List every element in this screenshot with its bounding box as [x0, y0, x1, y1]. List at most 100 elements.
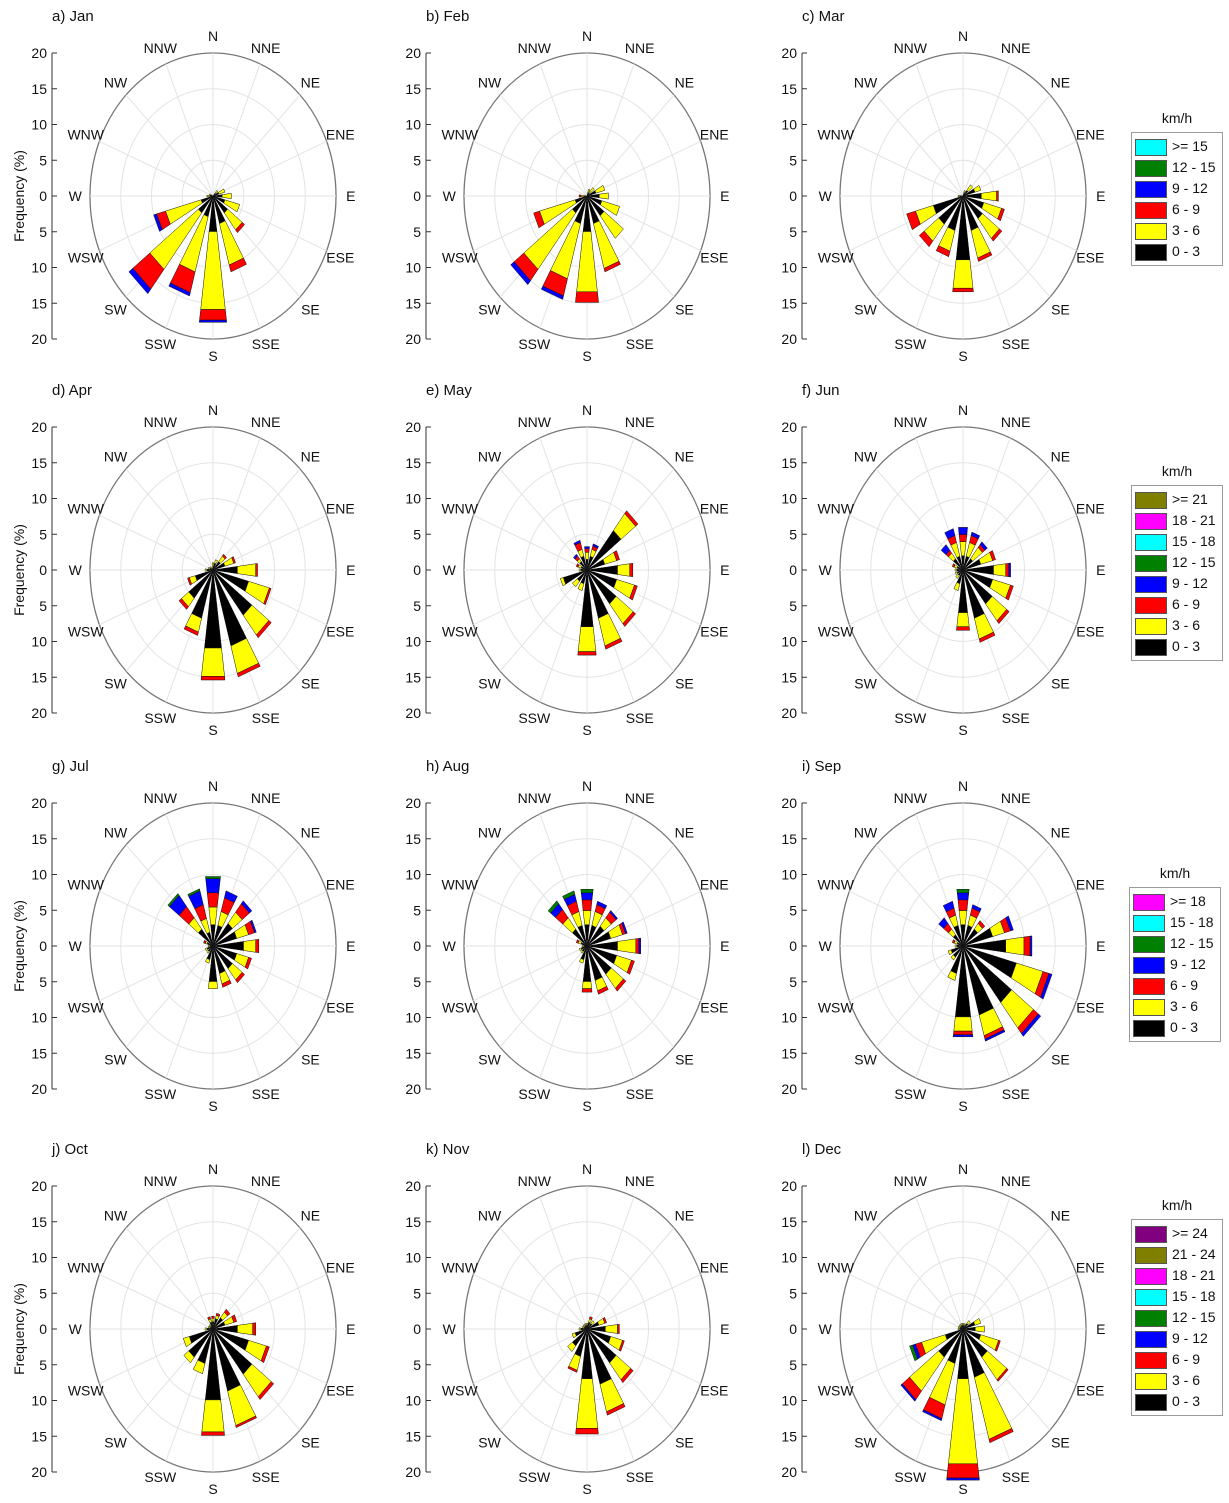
bar-NNW-bin-4: [944, 528, 956, 540]
direction-label-E: E: [346, 188, 355, 204]
bar-W-bin-2: [580, 194, 585, 198]
direction-label-N: N: [208, 778, 218, 794]
bar-NNW-bin-2: [584, 1323, 587, 1327]
frequency-tick-label: 10: [31, 491, 47, 507]
wind-rose-plot: 20 15 10 5 0 5 10 15 20 Frequency (%) N NNE NE ENE E ES…: [11, 1161, 355, 1497]
bar-NNE-bin-2: [587, 188, 591, 194]
direction-label-E: E: [346, 1321, 355, 1337]
wind-rose-panel-7: g) Jul 20 15 10 5 0 5 10 15 20 Frequency (%) N NNE NE…: [0, 750, 370, 1120]
legend-swatch: [1133, 999, 1165, 1016]
wind-rose-panel-8: h) Aug 20 15 10 5 0 5 10 15 20 N NNE NE ENE E ESE SE SSE S…: [374, 750, 744, 1120]
frequency-tick-label: 15: [405, 1214, 421, 1230]
legend-title: km/h: [1161, 1197, 1193, 1213]
legend-swatch: [1135, 1331, 1167, 1348]
bar-SSW-bin-2: [579, 958, 585, 964]
bar-W-bin-2: [957, 1328, 961, 1330]
frequency-tick-label: 0: [413, 1321, 421, 1337]
wind-rose-panel-12: l) Dec 20 15 10 5 0 5 10 15 20 N NNE NE ENE E ESE SE SSE S…: [750, 1133, 1120, 1503]
direction-label-N: N: [582, 778, 592, 794]
legend-label: 12 - 15: [1172, 554, 1216, 570]
bar-E-bin-2: [237, 1322, 253, 1336]
direction-label-WNW: WNW: [67, 877, 104, 893]
direction-label-SSE: SSE: [626, 710, 654, 726]
legend-swatch: [1135, 492, 1167, 509]
legend-box: >= 18 15 - 18 12 - 15 9 - 12 6 - 9 3 - 6 0 - 3: [1129, 887, 1221, 1042]
legend-swatch: [1135, 513, 1167, 530]
direction-label-NW: NW: [854, 1208, 878, 1224]
grid-spoke: [165, 63, 214, 197]
frequency-tick-label: 5: [413, 902, 421, 918]
direction-label-W: W: [443, 188, 457, 204]
direction-label-NNE: NNE: [251, 1173, 281, 1189]
grid-spoke: [875, 945, 964, 1048]
legend-title: km/h: [1161, 463, 1193, 479]
direction-label-NW: NW: [104, 75, 128, 91]
direction-label-SSE: SSE: [1002, 336, 1030, 352]
direction-label-S: S: [582, 1481, 591, 1497]
bar-NNW-bin-3: [207, 1316, 211, 1321]
direction-label-SSW: SSW: [144, 1469, 177, 1485]
bar-SE-bin-3: [990, 228, 1003, 242]
direction-label-S: S: [958, 1481, 967, 1497]
direction-label-SSE: SSE: [252, 710, 280, 726]
direction-label-ESE: ESE: [326, 623, 354, 639]
grid-spoke: [586, 1273, 701, 1330]
bar-W-bin-2: [581, 945, 585, 947]
bar-ENE-bin-4: [250, 919, 257, 934]
bar-NE-bin-4: [240, 900, 253, 914]
bar-NE-bin-2: [966, 1320, 971, 1325]
bar-ESE-bin-3: [629, 584, 638, 601]
legend-label: 21 - 24: [1172, 1246, 1216, 1262]
frequency-tick-label: 15: [405, 831, 421, 847]
panel-title: f) Jun: [802, 382, 840, 399]
bar-WSW-bin-2: [571, 1332, 577, 1339]
direction-label-NE: NE: [675, 75, 694, 91]
bar-SSW-bin-4: [540, 285, 564, 300]
direction-label-N: N: [582, 1161, 592, 1177]
panel-title: e) May: [426, 382, 472, 399]
legend-swatch: [1135, 1373, 1167, 1390]
grid-spoke: [499, 468, 588, 571]
panel-title: i) Sep: [802, 758, 842, 775]
legend-swatch: [1135, 1289, 1167, 1306]
bar-SE-bin-3: [235, 971, 245, 984]
grid-spoke: [962, 1227, 1051, 1330]
direction-label-S: S: [208, 722, 217, 738]
direction-label-NNE: NNE: [1001, 790, 1031, 806]
bar-SSE-bin-3: [221, 979, 232, 988]
bar-N-bin-2: [208, 906, 218, 925]
direction-label-NNW: NNW: [518, 40, 552, 56]
bar-N-bin-3: [957, 899, 969, 911]
direction-label-NE: NE: [301, 449, 320, 465]
direction-label-ENE: ENE: [326, 501, 355, 517]
bar-NNE-bin-3: [589, 1316, 593, 1321]
bar-N-bin-4: [205, 878, 221, 894]
direction-label-WNW: WNW: [817, 501, 854, 517]
frequency-tick-label: 15: [405, 81, 421, 97]
direction-label-SW: SW: [854, 301, 877, 317]
bar-ESE-bin-2: [600, 200, 620, 216]
bar-S-bin-2: [952, 259, 974, 289]
bar-NNW-bin-2: [960, 1323, 963, 1327]
frequency-tick-label: 10: [405, 1010, 421, 1026]
bar-N-bin-3: [206, 892, 220, 908]
bar-NNW-bin-4: [942, 900, 955, 913]
direction-label-NW: NW: [854, 449, 878, 465]
bar-WSW-bin-2: [954, 571, 959, 575]
direction-label-NE: NE: [1051, 75, 1070, 91]
grid-spoke: [849, 140, 964, 197]
legend-label: 9 - 12: [1172, 575, 1208, 591]
bar-S-bin-3: [946, 1463, 980, 1479]
bar-SSW-bin-2: [947, 970, 957, 981]
bar-S-bin-2: [200, 231, 226, 310]
frequency-tick-label: 15: [31, 669, 47, 685]
frequency-tick-label: 0: [413, 938, 421, 954]
bar-NE-bin-2: [590, 1320, 595, 1325]
legend-label: >= 15: [1172, 138, 1208, 154]
bar-NNW-bin-5: [562, 890, 576, 900]
bar-NNE-bin-4: [596, 900, 608, 910]
legend-swatch: [1135, 139, 1167, 156]
direction-label-NE: NE: [301, 1208, 320, 1224]
legend-label: 0 - 3: [1170, 1019, 1199, 1035]
bar-WNW-bin-2: [209, 193, 212, 196]
